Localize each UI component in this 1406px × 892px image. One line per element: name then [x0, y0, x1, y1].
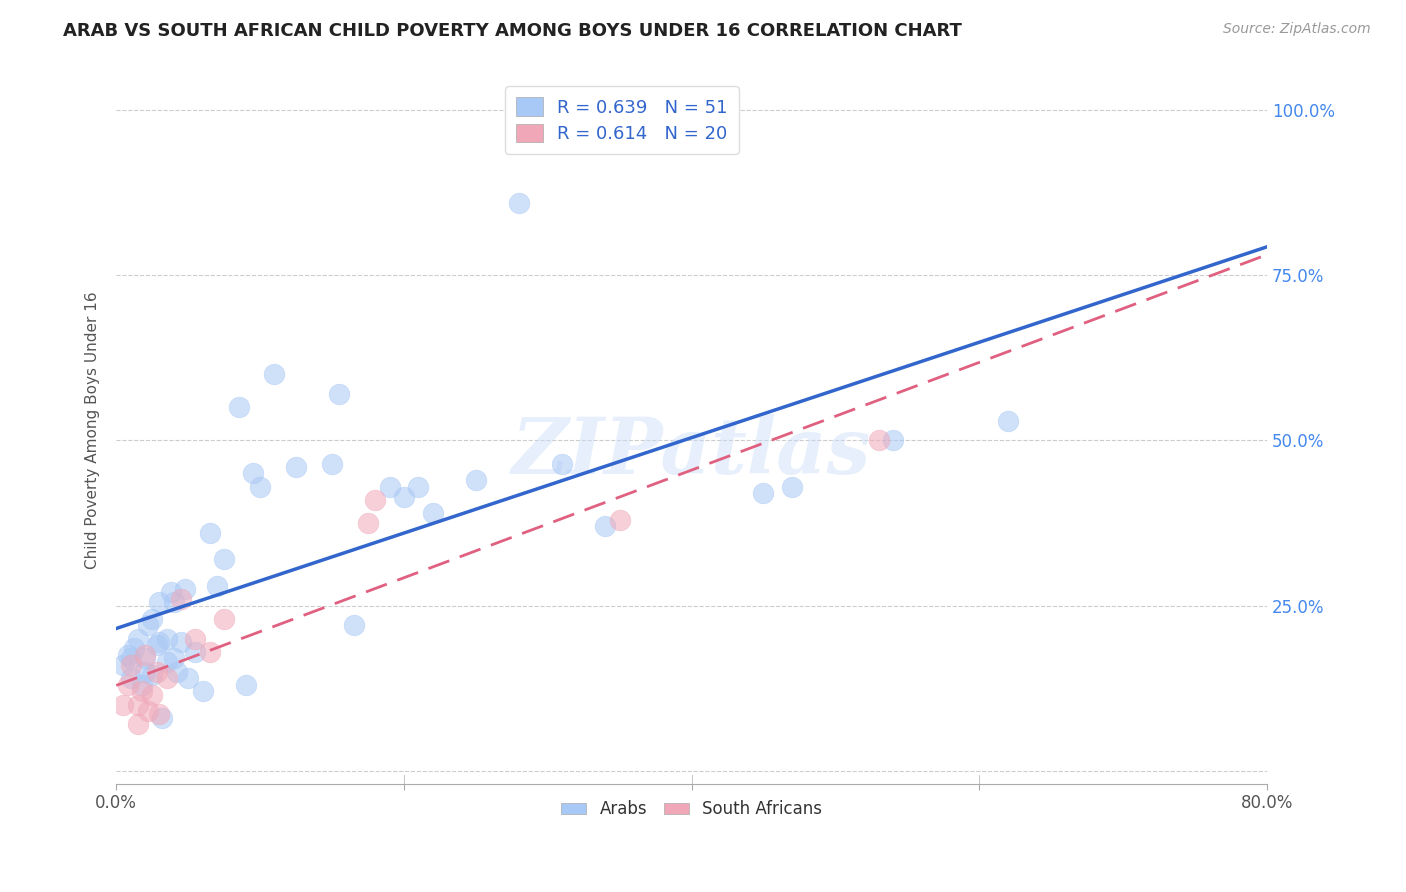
Point	[184, 632, 207, 646]
Point	[134, 665, 156, 679]
Point	[780, 480, 803, 494]
Point	[148, 635, 170, 649]
Point	[378, 480, 401, 494]
Point	[191, 684, 214, 698]
Point	[609, 513, 631, 527]
Point	[120, 651, 142, 665]
Point	[145, 665, 167, 679]
Point	[160, 585, 183, 599]
Legend: Arabs, South Africans: Arabs, South Africans	[554, 794, 828, 825]
Point	[156, 632, 179, 646]
Point	[551, 457, 574, 471]
Point	[464, 473, 486, 487]
Point	[752, 486, 775, 500]
Point	[163, 595, 186, 609]
Point	[205, 579, 228, 593]
Text: Source: ZipAtlas.com: Source: ZipAtlas.com	[1223, 22, 1371, 37]
Point	[120, 671, 142, 685]
Point	[112, 657, 135, 672]
Point	[422, 506, 444, 520]
Point	[321, 457, 343, 471]
Point	[166, 665, 188, 679]
Point	[364, 492, 387, 507]
Point	[249, 480, 271, 494]
Y-axis label: Child Poverty Among Boys Under 16: Child Poverty Among Boys Under 16	[86, 292, 100, 569]
Point	[408, 480, 430, 494]
Point	[141, 612, 163, 626]
Point	[357, 516, 380, 530]
Point	[127, 717, 149, 731]
Text: ZIPatlas: ZIPatlas	[512, 414, 872, 490]
Point	[136, 704, 159, 718]
Point	[198, 525, 221, 540]
Point	[263, 368, 285, 382]
Point	[127, 698, 149, 712]
Point	[163, 651, 186, 665]
Point	[134, 648, 156, 662]
Point	[170, 591, 193, 606]
Point	[156, 671, 179, 685]
Point	[131, 678, 153, 692]
Point	[997, 414, 1019, 428]
Point	[198, 645, 221, 659]
Point	[145, 638, 167, 652]
Point	[131, 684, 153, 698]
Point	[228, 401, 250, 415]
Point	[117, 648, 139, 662]
Point	[392, 490, 415, 504]
Point	[212, 612, 235, 626]
Point	[177, 671, 200, 685]
Text: ARAB VS SOUTH AFRICAN CHILD POVERTY AMONG BOYS UNDER 16 CORRELATION CHART: ARAB VS SOUTH AFRICAN CHILD POVERTY AMON…	[63, 22, 962, 40]
Point	[156, 655, 179, 669]
Point	[342, 618, 364, 632]
Point	[141, 688, 163, 702]
Point	[141, 668, 163, 682]
Point	[120, 657, 142, 672]
Point	[174, 582, 197, 596]
Point	[148, 595, 170, 609]
Point	[170, 635, 193, 649]
Point	[122, 641, 145, 656]
Point	[235, 678, 257, 692]
Point	[134, 651, 156, 665]
Point	[882, 434, 904, 448]
Point	[150, 711, 173, 725]
Point	[117, 678, 139, 692]
Point	[595, 519, 617, 533]
Point	[148, 707, 170, 722]
Point	[328, 387, 350, 401]
Point	[112, 698, 135, 712]
Point	[868, 434, 890, 448]
Point	[242, 467, 264, 481]
Point	[212, 552, 235, 566]
Point	[184, 645, 207, 659]
Point	[508, 195, 530, 210]
Point	[285, 459, 308, 474]
Point	[136, 618, 159, 632]
Point	[127, 632, 149, 646]
